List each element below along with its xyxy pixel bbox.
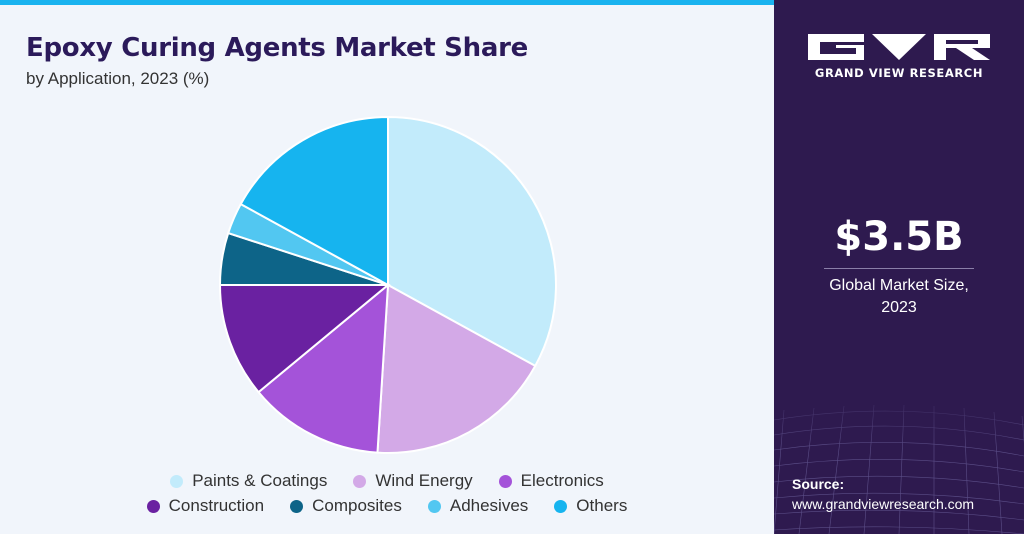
market-size-label-line2: 2023 <box>881 299 917 316</box>
pie-slice-wind-energy <box>376 283 537 454</box>
legend-label: Construction <box>168 496 265 515</box>
legend-item: Adhesives <box>427 496 529 516</box>
chart-card: Epoxy Curing Agents Market Share by Appl… <box>0 0 774 534</box>
pie-slice-electronics <box>257 282 390 454</box>
legend-swatch <box>290 499 304 513</box>
legend-label: Others <box>576 496 628 515</box>
legend-item: Composites <box>290 496 402 516</box>
legend-swatch <box>427 499 441 513</box>
source-label: Source: <box>792 476 845 492</box>
legend-item: Electronics <box>498 471 604 491</box>
legend-row-1: Paints & Coatings Wind Energy Electronics <box>0 471 774 491</box>
legend-swatch <box>170 474 184 488</box>
decorative-grid <box>774 380 1024 534</box>
source-url[interactable]: www.grandviewresearch.com <box>792 496 975 512</box>
legend-item: Others <box>554 496 627 516</box>
market-size-label-line1: Global Market Size, <box>829 277 969 294</box>
brand-logo: GRAND VIEW RESEARCH <box>806 32 992 80</box>
pie-slice-others <box>239 115 389 287</box>
legend-row-2: Construction Composites Adhesives Others <box>0 496 774 516</box>
chart-subtitle: by Application, 2023 (%) <box>26 69 210 88</box>
legend-label: Electronics <box>520 471 604 490</box>
sidebar-panel: GRAND VIEW RESEARCH $3.5B Global Market … <box>774 0 1024 534</box>
legend-item: Wind Energy <box>353 471 473 491</box>
legend-swatch <box>498 474 512 488</box>
legend-swatch <box>146 499 160 513</box>
divider <box>824 268 974 269</box>
legend-label: Wind Energy <box>375 471 473 490</box>
pie-chart <box>218 115 558 454</box>
market-size-value: $3.5B <box>834 214 964 260</box>
legend-item: Construction <box>146 496 265 516</box>
legend-label: Composites <box>312 496 402 515</box>
legend-label: Adhesives <box>449 496 529 515</box>
legend-label: Paints & Coatings <box>192 471 328 490</box>
legend-swatch <box>353 474 367 488</box>
gvr-logo-icon <box>808 34 990 60</box>
legend-swatch <box>554 499 568 513</box>
pie-slice-paints-coatings <box>387 115 558 368</box>
pie-slice-construction <box>218 284 391 394</box>
legend-item: Paints & Coatings <box>170 471 327 491</box>
market-size-label: Global Market Size, 2023 <box>774 275 1024 319</box>
chart-title: Epoxy Curing Agents Market Share <box>26 33 528 63</box>
source-block: Source: www.grandviewresearch.com <box>792 474 974 514</box>
brand-name: GRAND VIEW RESEARCH <box>814 66 984 80</box>
